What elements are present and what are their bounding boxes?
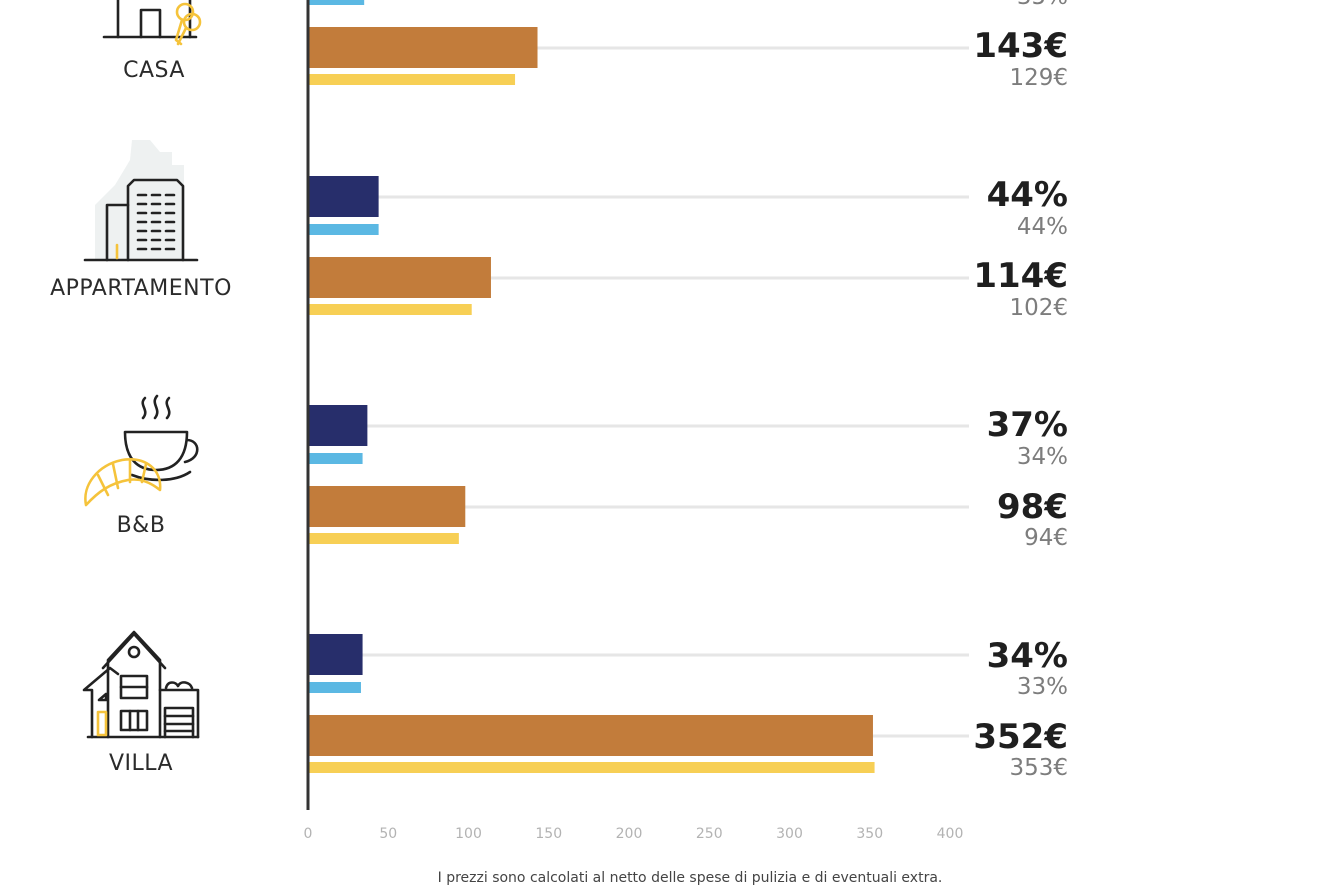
- coffee-croissant-icon: [84, 394, 199, 507]
- price-secondary-label: 353€: [1009, 755, 1068, 781]
- price-primary-label: 98€: [997, 487, 1068, 527]
- category-label-appartamento: APPARTAMENTO: [50, 276, 232, 301]
- price-secondary-label: 129€: [1009, 65, 1068, 91]
- x-tick-label: 300: [776, 826, 803, 842]
- x-tick-label: 400: [937, 826, 964, 842]
- bar-price-secondary-villa: [308, 762, 875, 773]
- rate-primary-label: 44%: [986, 175, 1068, 215]
- x-tick-label: 50: [379, 826, 397, 842]
- price-secondary-label: 94€: [1024, 525, 1068, 551]
- x-tick-label: 150: [535, 826, 562, 842]
- bar-rate-primary-appartamento: [308, 176, 379, 217]
- apartment-building-icon: [83, 140, 199, 262]
- bar-price-secondary-bb: [308, 533, 459, 544]
- price-primary-label: 143€: [973, 26, 1068, 66]
- x-tick-label: 200: [616, 826, 643, 842]
- bar-rate-primary-bb: [308, 405, 368, 446]
- price-secondary-label: 102€: [1009, 295, 1068, 321]
- bar-price-primary-casa: [308, 27, 538, 68]
- bar-rate-secondary-appartamento: [308, 224, 379, 235]
- category-label-casa: CASA: [123, 58, 185, 83]
- rate-secondary-label: 35%: [1017, 0, 1068, 10]
- category-label-bb: B&B: [116, 513, 166, 538]
- bar-rate-primary-villa: [308, 634, 363, 675]
- rate-primary-label: 37%: [986, 405, 1068, 445]
- bar-rate-secondary-villa: [308, 682, 361, 693]
- rate-secondary-label: 34%: [1016, 444, 1068, 470]
- rate-primary-label: 34%: [986, 636, 1068, 676]
- bar-price-primary-villa: [308, 715, 873, 756]
- x-tick-label: 250: [696, 826, 723, 842]
- rate-secondary-label: 33%: [1016, 674, 1068, 700]
- price-primary-label: 114€: [973, 256, 1068, 296]
- villa-icon: [82, 630, 200, 739]
- category-label-villa: VILLA: [108, 751, 174, 776]
- x-tick-label: 350: [856, 826, 883, 842]
- price-primary-label: 352€: [973, 717, 1068, 757]
- bar-price-primary-appartamento: [308, 257, 491, 298]
- bar-price-secondary-casa: [308, 74, 516, 85]
- bar-price-secondary-appartamento: [308, 304, 472, 315]
- bar-rate-secondary-casa: [308, 0, 365, 5]
- x-tick-label: 100: [455, 826, 482, 842]
- bar-rate-secondary-bb: [308, 453, 363, 464]
- bar-price-primary-bb: [308, 486, 466, 527]
- rate-secondary-label: 44%: [1016, 214, 1068, 240]
- footnote: I prezzi sono calcolati al netto delle s…: [437, 870, 943, 886]
- house-keys-icon: [102, 0, 202, 46]
- x-tick-label: 0: [304, 826, 313, 842]
